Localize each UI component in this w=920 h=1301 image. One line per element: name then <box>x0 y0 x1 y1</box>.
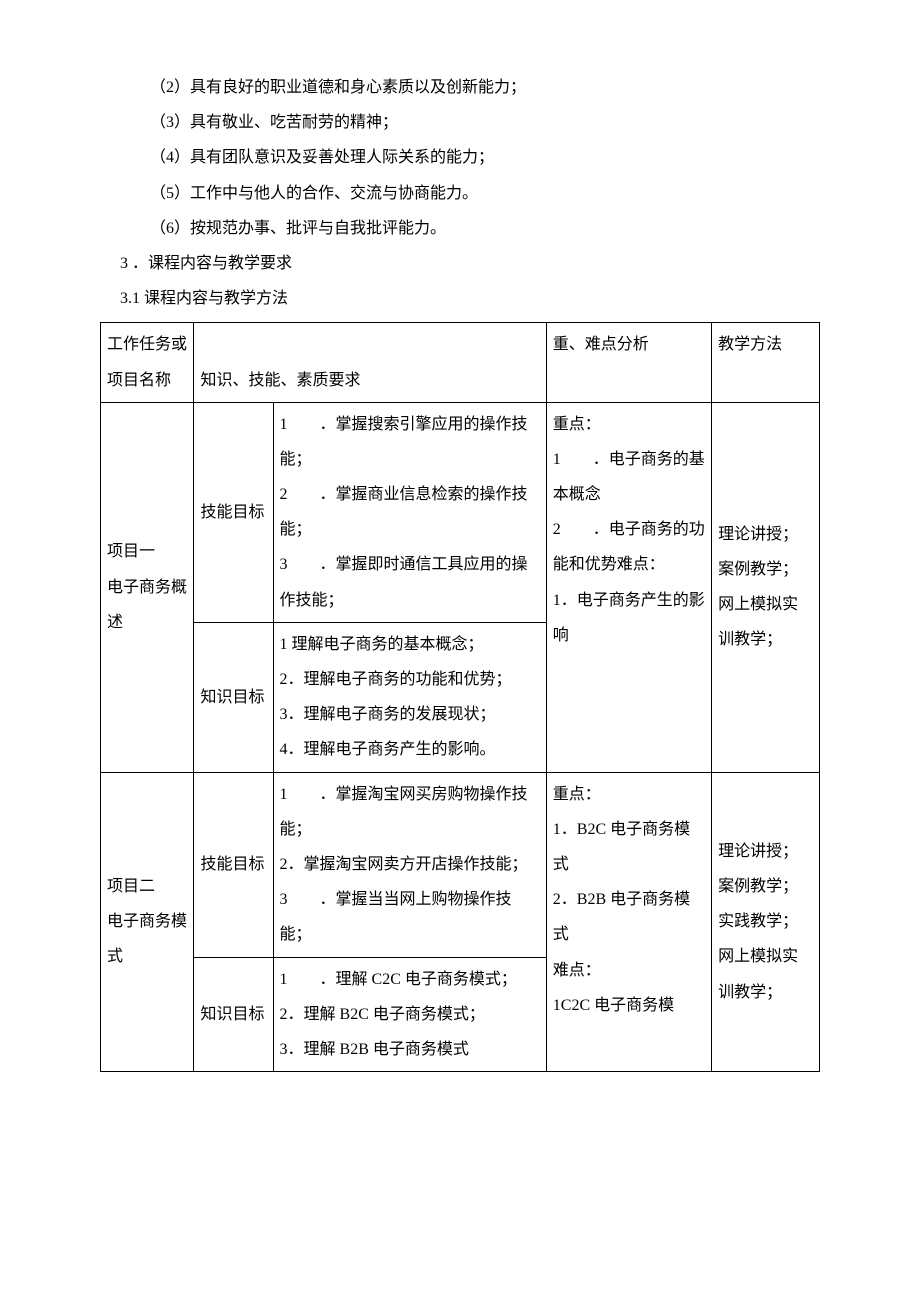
section-3: 3 ．课程内容与教学要求 <box>100 246 820 281</box>
para-3: （3）具有敬业、吃苦耐劳的精神； <box>100 105 820 140</box>
cell-know-items-1: 1 理解电子商务的基本概念； 2．理解电子商务的功能和优势； 3．理解电子商务的… <box>273 622 546 772</box>
cell-know-label-2: 知识目标 <box>194 957 273 1072</box>
th-method: 教学方法 <box>712 323 820 402</box>
cell-method-1: 理论讲授； 案例教学； 网上模拟实训教学； <box>712 402 820 772</box>
cell-project-1: 项目一 电子商务概述 <box>101 402 194 772</box>
cell-method-2: 理论讲授； 案例教学； 实践教学； 网上模拟实训教学； <box>712 772 820 1072</box>
para-6: （6）按规范办事、批评与自我批评能力。 <box>100 211 820 246</box>
cell-focus-1: 重点： 1 ．电子商务的基本概念 2 ．电子商务的功能和优势难点： 1．电子商务… <box>546 402 711 772</box>
section-3-1: 3.1 课程内容与教学方法 <box>100 281 820 316</box>
cell-skill-items-1: 1 ．掌握搜索引擎应用的操作技能； 2 ．掌握商业信息检索的操作技能； 3 ．掌… <box>273 402 546 622</box>
cell-know-items-2: 1 ．理解 C2C 电子商务模式； 2．理解 B2C 电子商务模式； 3．理解 … <box>273 957 546 1072</box>
cell-skill-label-1: 技能目标 <box>194 402 273 622</box>
cell-project-2: 项目二 电子商务模式 <box>101 772 194 1072</box>
cell-know-label-1: 知识目标 <box>194 622 273 772</box>
para-2: （2）具有良好的职业道德和身心素质以及创新能力； <box>100 70 820 105</box>
para-4: （4）具有团队意识及妥善处理人际关系的能力； <box>100 140 820 175</box>
course-table: 工作任务或项目名称 知识、技能、素质要求 重、难点分析 教学方法 项目一 电子商… <box>100 322 820 1072</box>
table-row: 项目二 电子商务模式 技能目标 1 ．掌握淘宝网买房购物操作技能； 2．掌握淘宝… <box>101 772 820 957</box>
table-row: 项目一 电子商务概述 技能目标 1 ．掌握搜索引擎应用的操作技能； 2 ．掌握商… <box>101 402 820 622</box>
para-5: （5）工作中与他人的合作、交流与协商能力。 <box>100 176 820 211</box>
cell-skill-items-2: 1 ．掌握淘宝网买房购物操作技能； 2．掌握淘宝网卖方开店操作技能； 3 ．掌握… <box>273 772 546 957</box>
th-focus: 重、难点分析 <box>546 323 711 402</box>
cell-skill-label-2: 技能目标 <box>194 772 273 957</box>
th-project: 工作任务或项目名称 <box>101 323 194 402</box>
table-header-row: 工作任务或项目名称 知识、技能、素质要求 重、难点分析 教学方法 <box>101 323 820 402</box>
th-requirements: 知识、技能、素质要求 <box>194 323 546 402</box>
cell-focus-2: 重点： 1．B2C 电子商务模式 2．B2B 电子商务模式 难点： 1C2C 电… <box>546 772 711 1072</box>
